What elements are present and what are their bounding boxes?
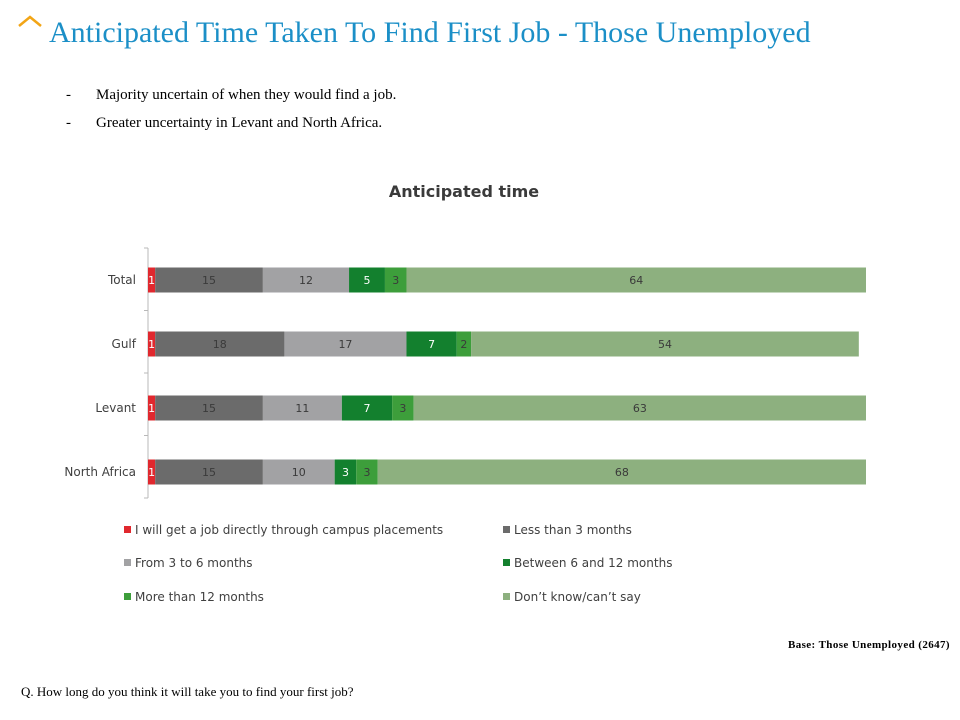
data-label: 1 bbox=[148, 466, 155, 479]
bar-segment bbox=[262, 459, 335, 485]
data-label: 5 bbox=[363, 274, 370, 287]
bullet-list: - Majority uncertain of when they would f… bbox=[66, 84, 396, 140]
legend-swatch bbox=[503, 593, 510, 600]
bar-segment bbox=[148, 331, 156, 357]
bar-segment bbox=[471, 331, 859, 357]
data-label: 63 bbox=[633, 402, 647, 415]
bar-segment bbox=[155, 331, 285, 357]
base-note: Base: Those Unemployed (2647) bbox=[787, 639, 950, 651]
bullet-item: - Greater uncertainty in Levant and North… bbox=[66, 112, 396, 140]
chevron-up-icon bbox=[18, 15, 42, 27]
bar-segment bbox=[384, 267, 407, 293]
data-label: 15 bbox=[202, 402, 216, 415]
legend-swatch bbox=[124, 559, 131, 566]
bar-segment bbox=[148, 459, 156, 485]
survey-question: Q. How long do you think it will take yo… bbox=[21, 684, 354, 699]
category-label: North Africa bbox=[64, 465, 136, 479]
bar-segment bbox=[334, 459, 357, 485]
category-label: Levant bbox=[95, 401, 136, 415]
bullet-marker: - bbox=[66, 87, 71, 103]
bullet-marker: - bbox=[66, 115, 71, 131]
data-label: 1 bbox=[148, 274, 155, 287]
legend-label: From 3 to 6 months bbox=[135, 556, 253, 570]
data-label: 54 bbox=[658, 338, 672, 351]
data-label: 15 bbox=[202, 274, 216, 287]
slide-title: Anticipated Time Taken To Find First Job… bbox=[49, 16, 811, 49]
data-label: 7 bbox=[428, 338, 435, 351]
data-label: 18 bbox=[213, 338, 227, 351]
bar-segment bbox=[406, 331, 457, 357]
data-label: 3 bbox=[392, 274, 399, 287]
bar-segment bbox=[356, 459, 378, 485]
data-label: 1 bbox=[148, 338, 155, 351]
legend-swatch bbox=[503, 526, 510, 533]
legend-swatch bbox=[503, 559, 510, 566]
bar-segment bbox=[349, 267, 385, 293]
legend-label: Don’t know/can’t say bbox=[514, 590, 641, 604]
bar-segment bbox=[155, 459, 263, 485]
bullet-text: Greater uncertainty in Levant and North … bbox=[96, 115, 383, 131]
data-label: 68 bbox=[615, 466, 629, 479]
category-label: Gulf bbox=[112, 337, 137, 351]
data-label: 10 bbox=[292, 466, 306, 479]
legend-label: Between 6 and 12 months bbox=[514, 556, 672, 570]
bullet-item: - Majority uncertain of when they would f… bbox=[66, 84, 396, 112]
legend-label: More than 12 months bbox=[135, 590, 264, 604]
data-label: 2 bbox=[460, 338, 467, 351]
bar-segment bbox=[155, 395, 263, 421]
bar-segment bbox=[392, 395, 414, 421]
bar-segment bbox=[377, 459, 866, 485]
data-label: 64 bbox=[629, 274, 643, 287]
legend-label: I will get a job directly through campus… bbox=[135, 523, 443, 537]
legend-swatch bbox=[124, 593, 131, 600]
data-label: 17 bbox=[338, 338, 352, 351]
bar-segment bbox=[284, 331, 407, 357]
bar-segment bbox=[262, 267, 350, 293]
bar-segment bbox=[148, 267, 156, 293]
data-label: 3 bbox=[363, 466, 370, 479]
data-label: 12 bbox=[299, 274, 313, 287]
bar-segment bbox=[413, 395, 866, 421]
data-label: 11 bbox=[295, 402, 309, 415]
category-label: Total bbox=[107, 273, 136, 287]
data-label: 3 bbox=[342, 466, 349, 479]
bar-segment bbox=[406, 267, 866, 293]
chart-title: Anticipated time bbox=[389, 182, 539, 201]
data-label: 15 bbox=[202, 466, 216, 479]
data-label: 7 bbox=[363, 402, 370, 415]
bar-segment bbox=[456, 331, 472, 357]
data-label: 3 bbox=[399, 402, 406, 415]
legend-swatch bbox=[124, 526, 131, 533]
bar-segment bbox=[155, 267, 263, 293]
legend-label: Less than 3 months bbox=[514, 523, 632, 537]
data-label: 1 bbox=[148, 402, 155, 415]
bar-segment bbox=[262, 395, 342, 421]
bar-segment bbox=[341, 395, 393, 421]
bar-segment bbox=[148, 395, 156, 421]
bullet-text: Majority uncertain of when they would fi… bbox=[96, 87, 397, 103]
